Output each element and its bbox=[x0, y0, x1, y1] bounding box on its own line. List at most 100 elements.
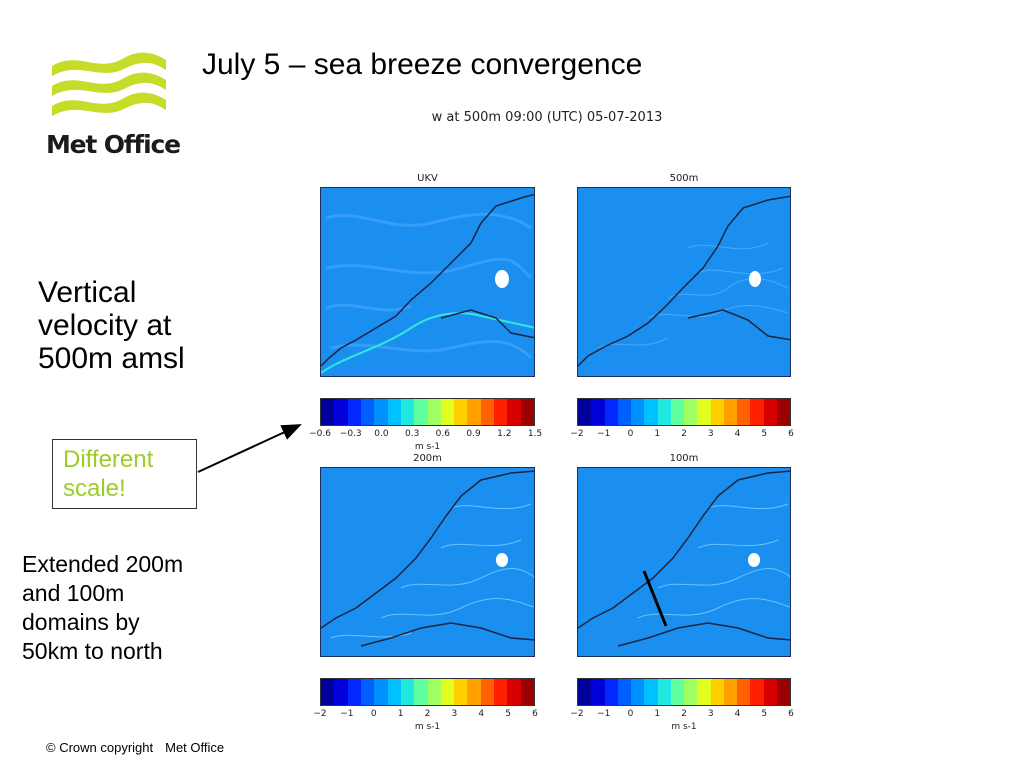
panel-label: 100m bbox=[669, 453, 699, 464]
colorbar-swatch bbox=[617, 399, 631, 425]
colorbar-swatch bbox=[723, 679, 737, 705]
figure-title: w at 500m 09:00 (UTC) 05-07-2013 bbox=[431, 110, 663, 125]
colorbar-swatch bbox=[697, 399, 711, 425]
colorbar-tick-label: −2 bbox=[570, 429, 584, 439]
map-area bbox=[320, 467, 535, 657]
colorbar-swatch bbox=[750, 399, 764, 425]
colorbar-tick-label: 1.5 bbox=[527, 429, 543, 439]
colorbar-swatch bbox=[710, 679, 724, 705]
colorbar-swatch bbox=[657, 679, 671, 705]
100m-map bbox=[578, 468, 790, 656]
text-line: 500m amsl bbox=[38, 342, 185, 375]
colorbar-gradient bbox=[320, 678, 535, 706]
colorbar-tick-label: 0 bbox=[627, 429, 634, 439]
colorbar-gradient bbox=[320, 398, 535, 426]
logo-wordmark: Met Office bbox=[46, 130, 181, 159]
colorbar-swatch bbox=[360, 679, 375, 705]
met-office-logo: Met Office bbox=[44, 44, 181, 164]
colorbar-swatch bbox=[737, 679, 751, 705]
colorbar-tick-label: −0.3 bbox=[339, 429, 362, 439]
note-line: domains by bbox=[22, 609, 140, 635]
colorbar-swatch bbox=[374, 679, 388, 705]
colorbar-swatch bbox=[321, 399, 335, 425]
colorbar-tick-label: 4 bbox=[734, 429, 741, 439]
colorbar-tick-label: −2 bbox=[570, 709, 584, 719]
colorbar-swatch bbox=[578, 399, 592, 425]
colorbar-tick-label: 1 bbox=[654, 429, 661, 439]
callout-box: Different scale! bbox=[52, 439, 197, 509]
colorbar-tick-label: 0.3 bbox=[404, 429, 420, 439]
colorbar-tick-label: −0.6 bbox=[309, 429, 331, 439]
colorbar-tick-label: 6 bbox=[788, 709, 794, 719]
colorbar-swatch bbox=[400, 399, 415, 425]
colorbar-tick-label: 3 bbox=[707, 429, 714, 439]
colorbar-ticks: −0.6 −0.3 0.0 0.3 0.6 0.9 1.2 1.5 bbox=[309, 429, 542, 441]
callout-line: scale! bbox=[63, 475, 126, 502]
colorbar-swatch bbox=[617, 679, 631, 705]
colorbar-tick-label: 5 bbox=[505, 709, 511, 719]
colorbar-swatch bbox=[776, 399, 790, 425]
colorbar-tick-label: 5 bbox=[761, 429, 768, 439]
colorbar-tick-label: 6 bbox=[788, 429, 794, 439]
colorbar-swatch bbox=[604, 399, 618, 425]
convergence-line-marker bbox=[642, 570, 668, 627]
colorbar-tick-label: 1 bbox=[397, 709, 404, 719]
colorbar-swatch bbox=[334, 399, 348, 425]
colorbar-swatch bbox=[414, 679, 428, 705]
colorbar-swatch bbox=[494, 679, 508, 705]
colorbar-swatch bbox=[591, 679, 605, 705]
note-line: and 100m bbox=[22, 580, 125, 606]
colorbar-swatch bbox=[440, 399, 455, 425]
200m-map bbox=[321, 468, 534, 656]
colorbar-tick-label: −1 bbox=[340, 709, 354, 719]
colorbar-swatch bbox=[507, 399, 521, 425]
colorbar-swatch bbox=[347, 399, 361, 425]
colorbar-swatch bbox=[334, 679, 348, 705]
colorbar-swatch bbox=[480, 679, 495, 705]
met-office-wave-logo-icon bbox=[52, 52, 166, 116]
colorbar-gradient bbox=[577, 398, 791, 426]
colorbar-swatch bbox=[670, 399, 684, 425]
colorbar-swatch bbox=[644, 679, 658, 705]
copyright-owner: © Crown copyright bbox=[46, 740, 154, 755]
colorbar-ticks: −2 −1 0 1 2 3 4 5 6 bbox=[570, 429, 794, 441]
colorbar-swatch bbox=[578, 679, 592, 705]
colorbar-tick-label: 0.0 bbox=[374, 429, 389, 439]
colorbar-ticks: −2 −1 0 1 2 3 4 5 6 bbox=[570, 709, 794, 721]
colorbar-swatch bbox=[414, 399, 428, 425]
vertical-velocity-text: Vertical velocity at 500m amsl bbox=[38, 276, 258, 375]
slide-title: July 5 – sea breeze convergence bbox=[202, 48, 643, 81]
map-panel-100m: 100m bbox=[577, 453, 791, 657]
colorbar-swatch bbox=[454, 679, 468, 705]
colorbar-swatch bbox=[440, 679, 455, 705]
map-panel-500m: 500m bbox=[577, 173, 791, 377]
colorbar-swatch bbox=[480, 399, 495, 425]
colorbar-swatch bbox=[591, 399, 605, 425]
colorbar-swatch bbox=[467, 679, 481, 705]
colorbar-swatch bbox=[776, 679, 790, 705]
panel-label: 500m bbox=[669, 173, 699, 184]
colorbar-tick-label: 5 bbox=[761, 709, 768, 719]
callout-line: Different bbox=[63, 446, 154, 473]
colorbar-swatch bbox=[494, 399, 508, 425]
colorbar-unit: m s-1 bbox=[671, 722, 697, 732]
note-line: 50km to north bbox=[22, 638, 163, 664]
colorbar-swatch bbox=[644, 399, 658, 425]
colorbar-swatch bbox=[467, 399, 481, 425]
colorbar-swatch bbox=[520, 399, 534, 425]
colorbar-swatch bbox=[631, 399, 645, 425]
colorbar-swatch bbox=[321, 679, 335, 705]
colorbar-unit: m s-1 bbox=[414, 722, 441, 732]
colorbar-swatch bbox=[763, 679, 777, 705]
colorbar-swatch bbox=[427, 679, 441, 705]
colorbar-swatch bbox=[374, 399, 388, 425]
colorbar-swatch bbox=[737, 399, 751, 425]
panel-label: UKV bbox=[417, 173, 438, 184]
colorbar-swatch bbox=[684, 679, 698, 705]
colorbar-tick-label: 0.6 bbox=[435, 429, 451, 439]
colorbar-tick-label: 3 bbox=[451, 709, 458, 719]
colorbar-tick-label: 2 bbox=[424, 709, 431, 719]
500m-map bbox=[578, 188, 790, 376]
map-panel-ukv: UKV bbox=[320, 173, 535, 377]
colorbar-tick-label: 4 bbox=[478, 709, 485, 719]
